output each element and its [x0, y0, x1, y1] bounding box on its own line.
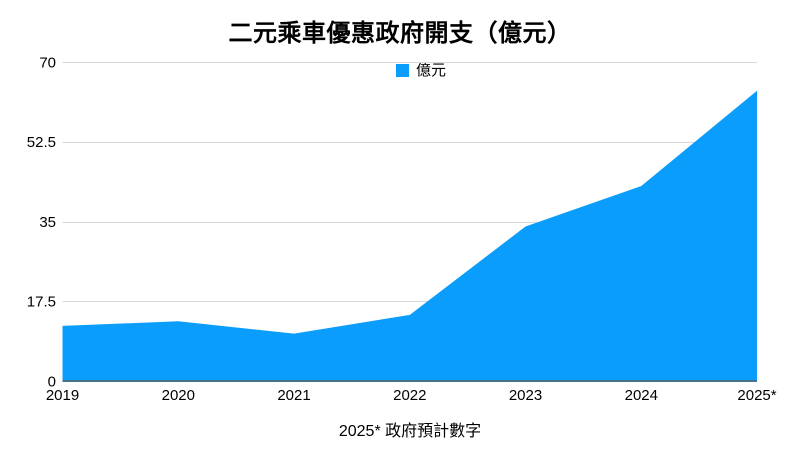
legend-swatch-icon — [396, 64, 409, 77]
x-tick-label: 2020 — [162, 387, 195, 404]
y-tick-label: 52.5 — [27, 134, 56, 151]
x-tick-label: 2021 — [277, 387, 310, 404]
legend: 億元 — [396, 62, 447, 79]
y-tick-label: 0 — [48, 373, 56, 390]
chart-footnote: 2025* 政府預計數字 — [338, 423, 482, 440]
x-tick-label: 2019 — [46, 387, 79, 404]
y-tick-label: 70 — [39, 54, 56, 71]
x-tick-label: 2023 — [509, 387, 542, 404]
legend-label: 億元 — [416, 62, 447, 79]
x-tick-label: 2024 — [625, 387, 658, 404]
chart-title: 二元乘車優惠政府開支（億元） — [228, 20, 572, 47]
x-tick-label: 2025* — [737, 387, 776, 404]
area-series — [62, 90, 757, 381]
y-tick-label: 35 — [39, 214, 56, 231]
x-tick-label: 2022 — [393, 387, 426, 404]
y-tick-label: 17.5 — [27, 294, 56, 311]
